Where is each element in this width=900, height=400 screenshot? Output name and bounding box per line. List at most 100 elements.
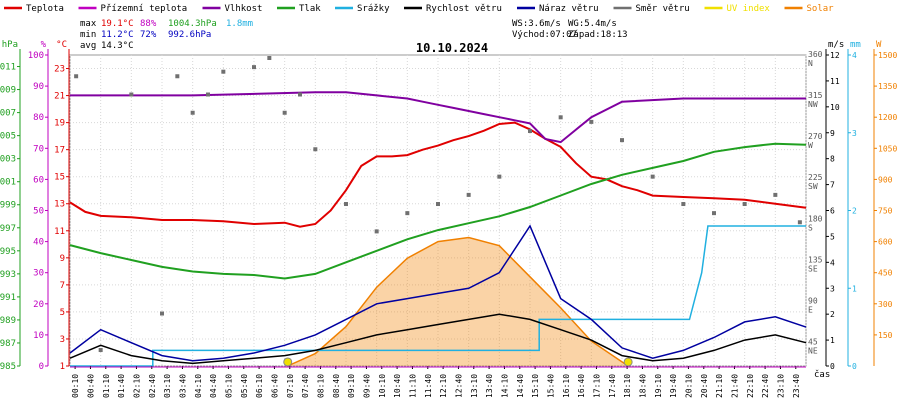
series-rychlost-vetru <box>69 313 807 365</box>
axis-tick-label-ms: 0 <box>830 362 835 371</box>
solar-area <box>287 236 629 367</box>
legend-label: Vlhkost <box>225 4 263 14</box>
grid <box>69 54 807 367</box>
legend-label: Teplota <box>26 4 64 14</box>
axis-tick-label-hpa: 991 <box>0 293 16 303</box>
wind-direction-point <box>374 229 379 234</box>
axis-tick-label-ms: 11 <box>830 77 840 86</box>
dir-tick-name: NW <box>808 100 818 109</box>
x-tick-label: 12:40 <box>454 374 463 398</box>
axis-unit-hpa: hPa <box>2 40 18 50</box>
wind-direction-point <box>175 74 180 79</box>
legend-label: Náraz větru <box>539 4 599 14</box>
wind-direction-point <box>620 138 624 143</box>
axis-tick-label-w: 150 <box>878 331 893 340</box>
axis-tick-label-temp: 11 <box>54 227 65 237</box>
dir-tick-name: SW <box>808 182 818 191</box>
x-tick-label: 04:40 <box>209 374 218 398</box>
axis-tick-label-ms: 3 <box>830 284 835 293</box>
stats-min-press: 992.6hPa <box>168 30 211 40</box>
wind-direction-point <box>558 115 563 120</box>
x-tick-label: 22:10 <box>746 374 755 398</box>
stats-max-press: 1004.3hPa <box>168 19 217 29</box>
chart-title: 10.10.2024 <box>416 41 488 55</box>
axis-tick-label-w: 1050 <box>878 144 897 153</box>
series-teplota <box>69 121 807 228</box>
axis-tick-label-temp: 9 <box>60 254 65 264</box>
legend-label: Rychlost větru <box>426 4 502 14</box>
axis-tick-label-w: 1500 <box>878 51 897 60</box>
x-tick-label: 20:10 <box>684 374 693 398</box>
x-tick-label: 19:10 <box>654 374 663 398</box>
x-tick-label: 15:10 <box>531 374 540 398</box>
x-tick-label: 05:10 <box>224 374 233 398</box>
x-tick-label: 18:10 <box>623 374 632 398</box>
dir-tick-label: 225 <box>808 173 823 182</box>
x-tick-label: 05:40 <box>240 374 249 398</box>
x-tick-label: 06:40 <box>270 374 279 398</box>
wind-direction-point <box>298 92 302 97</box>
legend-label: Srážky <box>357 4 390 14</box>
axes: hPa9859879899919939959979991001100310051… <box>0 40 897 398</box>
axis-tick-label-ms: 12 <box>830 51 840 60</box>
x-tick-label: 19:40 <box>669 374 678 398</box>
wind-direction-point <box>589 119 594 124</box>
stats-sunset: Západ:18:13 <box>568 30 628 40</box>
x-tick-label: 17:10 <box>592 374 601 398</box>
axis-tick-label-w: 300 <box>878 300 893 309</box>
series-lines <box>69 91 807 367</box>
x-tick-label: 23:10 <box>776 374 785 398</box>
dir-tick-label: 180 <box>808 214 823 223</box>
axis-tick-label-temp: 1 <box>60 362 65 372</box>
axis-unit-w: W <box>876 40 882 50</box>
dir-tick-label: 135 <box>808 255 823 264</box>
axis-tick-label-mm: 4 <box>852 51 857 60</box>
axis-tick-label-pct: 60 <box>33 175 44 185</box>
axis-tick-label-temp: 13 <box>54 200 65 210</box>
stats-min-label: min <box>80 30 96 40</box>
axis-tick-label-ms: 6 <box>830 207 835 216</box>
wind-direction-point <box>797 220 802 225</box>
axis-tick-label-hpa: 985 <box>0 362 16 372</box>
axis-tick-label-pct: 30 <box>33 269 44 279</box>
x-tick-label: 21:10 <box>715 374 724 398</box>
axis-tick-label-hpa: 997 <box>0 224 16 234</box>
x-tick-label: 02:40 <box>148 374 157 398</box>
axis-tick-label-pct: 40 <box>33 238 44 248</box>
axis-tick-label-ms: 7 <box>830 181 835 190</box>
x-tick-label: 23:40 <box>792 374 801 398</box>
legend-label: Směr větru <box>636 4 690 14</box>
axis-tick-label-mm: 2 <box>852 207 857 216</box>
x-tick-label: 21:40 <box>730 374 739 398</box>
axis-tick-label-w: 1350 <box>878 82 897 91</box>
x-tick-label: 08:10 <box>316 374 325 398</box>
axis-tick-label-pct: 80 <box>33 113 44 123</box>
wind-direction-point <box>436 202 440 207</box>
wind-direction-point <box>98 348 103 353</box>
dir-tick-name: N <box>808 59 813 68</box>
x-tick-label: 09:40 <box>362 374 371 398</box>
legend-label: Tlak <box>299 4 321 14</box>
stats-max-temp: 19.1°C <box>101 19 134 29</box>
axis-tick-label-temp: 17 <box>54 146 65 156</box>
axis-tick-label-ms: 10 <box>830 103 840 112</box>
x-tick-label: 00:40 <box>86 374 95 398</box>
wind-direction-point <box>267 56 272 60</box>
dir-tick-name: W <box>808 141 813 150</box>
x-tick-label: 14:40 <box>516 374 525 398</box>
x-axis-label: čas <box>814 369 830 380</box>
axis-tick-label-temp: 21 <box>54 92 65 102</box>
x-tick-label: 20:40 <box>700 374 709 398</box>
wind-direction-point <box>129 92 134 97</box>
wind-direction-point <box>282 110 287 115</box>
x-tick-label: 07:10 <box>286 374 295 398</box>
x-tick-label: 06:10 <box>255 374 264 398</box>
axis-tick-label-w: 1200 <box>878 113 897 122</box>
wind-direction-point <box>313 147 318 152</box>
stats-rain-total: 1.8mm <box>226 19 253 29</box>
axis-tick-label-mm: 0 <box>852 362 857 371</box>
x-tick-label: 03:40 <box>178 374 187 398</box>
